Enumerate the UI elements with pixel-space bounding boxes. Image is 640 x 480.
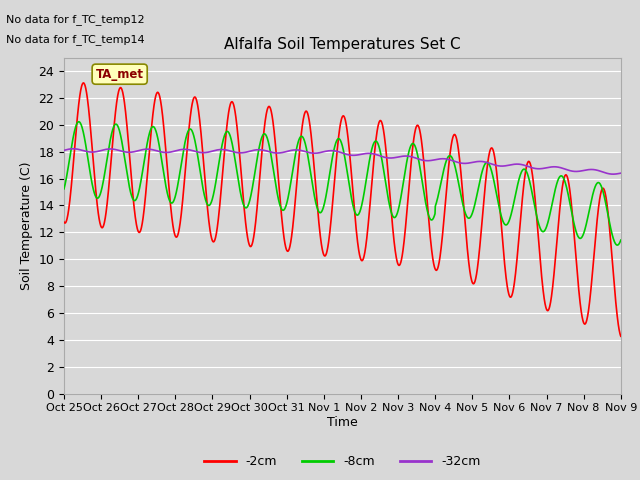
Legend: -2cm, -8cm, -32cm: -2cm, -8cm, -32cm	[199, 450, 486, 473]
X-axis label: Time: Time	[327, 416, 358, 429]
Title: Alfalfa Soil Temperatures Set C: Alfalfa Soil Temperatures Set C	[224, 37, 461, 52]
Text: No data for f_TC_temp14: No data for f_TC_temp14	[6, 34, 145, 45]
Text: TA_met: TA_met	[96, 68, 144, 81]
Text: No data for f_TC_temp12: No data for f_TC_temp12	[6, 14, 145, 25]
Y-axis label: Soil Temperature (C): Soil Temperature (C)	[20, 161, 33, 290]
